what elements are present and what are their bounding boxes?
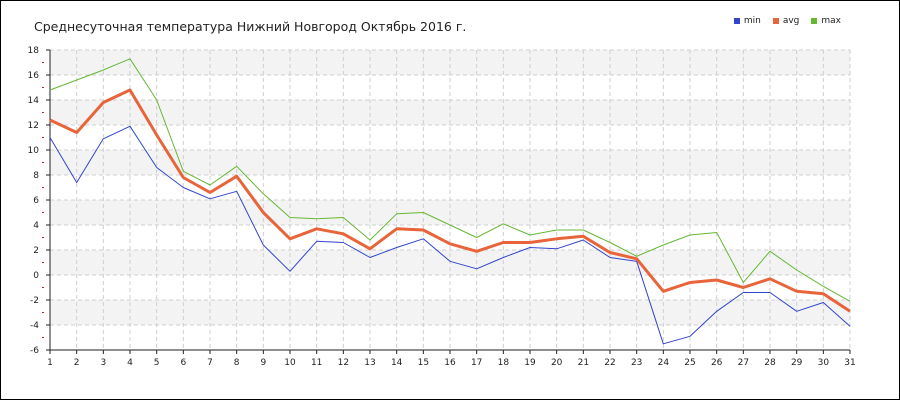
x-tick-label: 31 xyxy=(844,358,855,368)
x-tick-label: 16 xyxy=(444,358,456,368)
x-tick-label: 5 xyxy=(154,358,160,368)
x-tick-label: 15 xyxy=(418,358,429,368)
y-tick-label: -6 xyxy=(30,346,39,356)
x-tick-label: 30 xyxy=(818,358,830,368)
x-tick-label: 11 xyxy=(311,358,322,368)
legend-swatch-avg xyxy=(772,18,779,24)
x-tick-label: 17 xyxy=(471,358,482,368)
x-tick-label: 2 xyxy=(74,358,80,368)
y-tick-label: 10 xyxy=(28,146,40,156)
x-tick-label: 28 xyxy=(764,358,776,368)
x-tick-label: 6 xyxy=(180,358,186,368)
x-tick-label: 19 xyxy=(524,358,536,368)
x-tick-label: 18 xyxy=(498,358,510,368)
legend-item-max: max xyxy=(811,16,841,26)
x-tick-label: 25 xyxy=(684,358,695,368)
legend-label-avg: avg xyxy=(782,16,800,26)
x-tick-label: 14 xyxy=(391,358,403,368)
y-tick-label: 4 xyxy=(33,221,39,231)
legend-label-max: max xyxy=(821,16,841,26)
legend-item-avg: avg xyxy=(772,16,800,26)
legend-swatch-min xyxy=(733,18,740,24)
x-tick-label: 4 xyxy=(127,358,133,368)
x-tick-label: 24 xyxy=(658,358,670,368)
x-tick-label: 13 xyxy=(364,358,375,368)
x-tick-label: 7 xyxy=(207,358,213,368)
x-tick-label: 27 xyxy=(738,358,749,368)
x-tick-label: 8 xyxy=(234,358,240,368)
legend-item-min: min xyxy=(733,16,761,26)
x-tick-label: 3 xyxy=(100,358,106,368)
grid-band xyxy=(50,50,850,75)
y-tick-label: 2 xyxy=(33,246,39,256)
chart-title: Среднесуточная температура Нижний Новгор… xyxy=(34,19,467,34)
x-tick-label: 23 xyxy=(631,358,642,368)
y-tick-label: 0 xyxy=(33,271,39,281)
x-tick-label: 20 xyxy=(551,358,563,368)
x-tick-label: 22 xyxy=(604,358,615,368)
x-tick-label: 29 xyxy=(791,358,803,368)
series-line-avg xyxy=(49,88,851,313)
y-tick-label: 14 xyxy=(28,96,40,106)
x-tick-label: 1 xyxy=(47,358,53,368)
y-tick-label: 6 xyxy=(33,196,39,206)
x-tick-label: 12 xyxy=(338,358,349,368)
series-line-min xyxy=(49,125,851,345)
x-tick-label: 10 xyxy=(284,358,296,368)
x-tick-label: 26 xyxy=(711,358,723,368)
y-tick-label: 12 xyxy=(28,121,39,131)
legend-label-min: min xyxy=(743,16,761,26)
legend-swatch-max xyxy=(811,18,818,24)
y-tick-label: -2 xyxy=(30,296,39,306)
y-tick-label: 18 xyxy=(28,46,40,56)
legend: min avg max xyxy=(733,16,841,26)
y-tick-label: 16 xyxy=(28,71,40,81)
x-tick-label: 21 xyxy=(578,358,589,368)
series-line-max xyxy=(49,58,851,302)
y-tick-label: 8 xyxy=(33,171,39,181)
y-tick-label: -4 xyxy=(30,321,39,331)
x-tick-label: 9 xyxy=(260,358,266,368)
